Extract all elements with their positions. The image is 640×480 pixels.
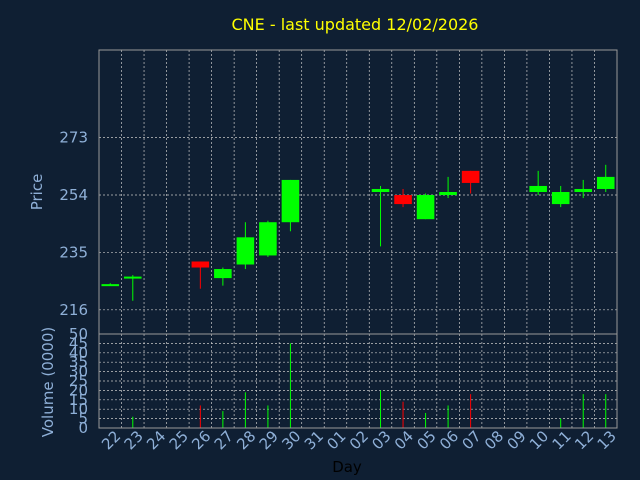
price-tick-label: 216 — [59, 301, 88, 319]
x-axis: 2223242526272829303101020304050607080910… — [98, 427, 620, 453]
candle-body — [416, 195, 435, 220]
volume-tick-label: 5 — [78, 410, 88, 428]
candle-body — [101, 284, 120, 287]
candle-body — [191, 261, 210, 268]
candle-body — [574, 188, 593, 192]
candle-body — [123, 276, 142, 279]
volume-tick-label: 35 — [69, 353, 88, 371]
volume-tick-label: 20 — [69, 381, 88, 399]
candle-body — [371, 188, 390, 192]
price-tick-label: 235 — [59, 243, 88, 261]
chart-title: CNE - last updated 12/02/2026 — [232, 15, 479, 34]
volume-tick-label: 30 — [69, 363, 88, 381]
volume-tick-label: 40 — [69, 344, 88, 362]
candle-body — [596, 176, 615, 189]
candle-body — [281, 179, 300, 223]
volume-tick-label: 0 — [78, 419, 88, 437]
price-panel: 216 235 254 273 — [59, 49, 618, 335]
candle-body — [551, 192, 570, 205]
volume-tick-label: 15 — [69, 391, 88, 409]
volume-axis-label: Volume (0000) — [39, 327, 57, 437]
x-axis-label: Day — [332, 458, 362, 476]
x-tick-label: 13 — [594, 427, 620, 453]
volume-tick-label: 45 — [69, 334, 88, 352]
price-tick-label: 254 — [59, 186, 88, 204]
candle-body — [394, 195, 412, 205]
price-axis-label: Price — [28, 174, 46, 211]
candle-body — [259, 222, 277, 256]
volume-tick-label: 25 — [69, 372, 88, 390]
volume-tick-label: 50 — [69, 325, 88, 343]
candle-body — [529, 185, 547, 192]
candle-body — [214, 269, 232, 279]
volume-tick-label: 10 — [69, 400, 88, 418]
price-tick-label: 273 — [59, 129, 88, 147]
candle-body — [461, 170, 480, 183]
candle-body — [439, 192, 457, 196]
candle-body — [236, 237, 255, 265]
volume-panel-frame — [98, 333, 618, 429]
